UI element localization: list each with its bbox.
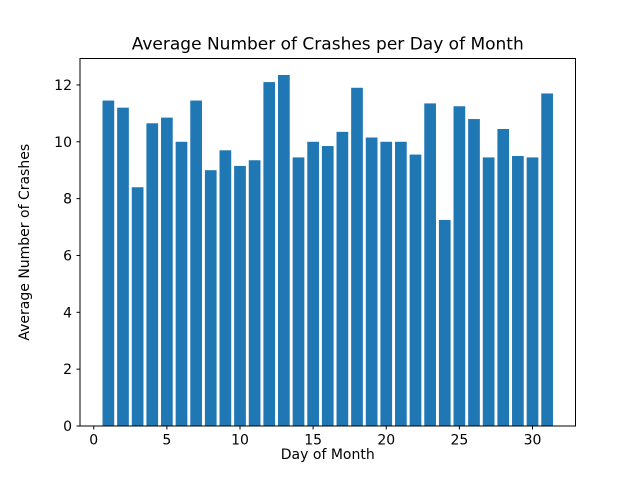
y-tick-label: 10 — [54, 135, 72, 151]
bar-day-8 — [204, 170, 217, 426]
bar-day-1 — [102, 100, 115, 426]
x-axis-ticks: 0 5 10 15 20 25 30 — [89, 426, 541, 449]
bar-day-25 — [453, 106, 466, 426]
plot-frame — [79, 58, 576, 427]
bar-day-4 — [146, 123, 159, 427]
bar-day-2 — [117, 107, 129, 427]
bar-day-30 — [526, 157, 539, 426]
x-tick-label: 25 — [450, 433, 468, 449]
bar-day-19 — [365, 137, 378, 426]
bar-day-17 — [336, 131, 349, 426]
y-axis-ticks: 0 2 4 6 8 10 12 — [54, 78, 80, 435]
bar-day-27 — [482, 157, 495, 426]
bar-day-26 — [468, 119, 480, 426]
y-tick-label: 8 — [63, 192, 72, 208]
bars-group — [102, 74, 553, 427]
x-tick-label: 15 — [304, 433, 322, 449]
bar-day-31 — [541, 93, 553, 427]
x-tick-label: 0 — [89, 433, 98, 449]
bar-day-11 — [248, 160, 261, 426]
x-tick-label: 30 — [524, 433, 542, 449]
bar-day-3 — [131, 187, 144, 426]
x-tick-label: 20 — [377, 433, 395, 449]
bar-day-7 — [190, 100, 202, 426]
bar-day-6 — [175, 141, 188, 426]
x-axis-label: Day of Month — [281, 447, 375, 463]
y-tick-label: 2 — [63, 362, 72, 378]
bar-day-12 — [263, 82, 276, 426]
bar-day-23 — [424, 103, 436, 426]
bar-day-28 — [497, 128, 510, 427]
chart-title: Average Number of Crashes per Day of Mon… — [132, 35, 524, 55]
x-tick-label: 5 — [162, 433, 171, 449]
bar-day-16 — [321, 146, 334, 427]
bar-day-10 — [234, 165, 246, 426]
bar-day-9 — [219, 150, 232, 427]
y-tick-label: 4 — [63, 305, 72, 321]
y-axis-label: Average Number of Crashes — [17, 144, 33, 341]
bar-day-5 — [161, 117, 173, 427]
x-tick-label: 10 — [231, 433, 249, 449]
bar-day-15 — [307, 141, 319, 426]
bar-day-24 — [438, 219, 451, 426]
y-tick-label: 12 — [54, 78, 72, 94]
bar-day-22 — [409, 154, 422, 426]
bar-day-20 — [380, 141, 393, 426]
y-tick-label: 6 — [63, 248, 72, 264]
bar-day-13 — [278, 74, 290, 426]
bar-day-21 — [395, 141, 407, 426]
bar-day-14 — [292, 157, 305, 426]
y-tick-label: 0 — [63, 419, 72, 435]
bar-day-18 — [351, 87, 363, 427]
bar-day-29 — [512, 155, 524, 427]
